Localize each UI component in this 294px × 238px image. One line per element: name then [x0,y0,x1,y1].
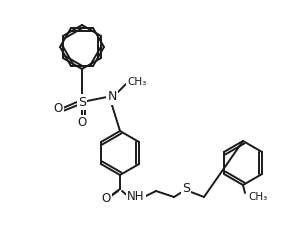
Text: N: N [107,90,117,104]
Text: O: O [54,101,63,114]
Text: S: S [78,95,86,109]
Text: S: S [182,183,190,195]
Text: CH₃: CH₃ [127,77,146,87]
Text: NH: NH [127,190,145,203]
Text: CH₃: CH₃ [248,192,267,202]
Text: O: O [101,193,111,205]
Text: O: O [77,116,87,129]
